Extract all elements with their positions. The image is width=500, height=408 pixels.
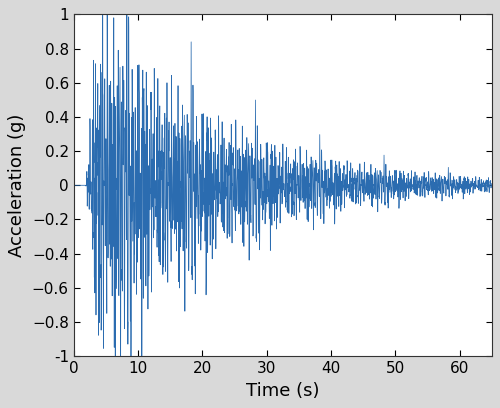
X-axis label: Time (s): Time (s) (246, 381, 320, 400)
Y-axis label: Acceleration (g): Acceleration (g) (8, 113, 26, 257)
